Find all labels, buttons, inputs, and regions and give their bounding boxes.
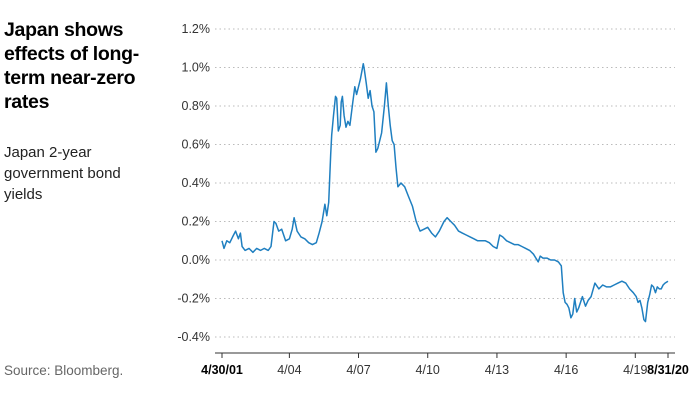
source-note: Source: Bloomberg. [4,363,124,378]
x-tick-label: 4/30/01 [201,363,243,377]
y-tick-label: 0.4% [182,176,211,190]
x-tick-label: 8/31/20 [647,363,689,377]
y-tick-label: 0.8% [182,99,211,113]
series-line [221,62,669,323]
x-tick-label: 4/13 [485,363,509,377]
x-tick-label: 4/19 [623,363,647,377]
y-tick-label: 1.2% [182,22,211,36]
y-tick-label: 1.0% [182,61,211,75]
y-tick-label: -0.4% [177,330,210,344]
text-panel: Japan shows effects of long-term near-ze… [4,0,174,413]
series-group [221,62,669,323]
y-tick-label: 0.6% [182,138,211,152]
chart-title: Japan shows effects of long-term near-ze… [4,19,139,113]
y-tick-label: 0.0% [182,253,211,267]
x-tick-label: 4/16 [554,363,578,377]
x-axis: 4/30/01 4/04 4/07 4/10 4/13 4/16 4/19 8/31/20 [201,352,689,377]
y-axis-ticks: 1.2% 1.0% 0.8% 0.6% 0.4% 0.2% 0.0% -0.2% -0.4% [177,22,210,344]
y-tick-label: -0.2% [177,292,210,306]
chart-subtitle: Japan 2-year government bond yields [4,144,121,203]
y-tick-label: 0.2% [182,215,211,229]
x-tick-label: 4/04 [277,363,301,377]
grid-lines [215,28,675,338]
x-tick-label: 4/10 [416,363,440,377]
x-tick-label: 4/07 [346,363,370,377]
